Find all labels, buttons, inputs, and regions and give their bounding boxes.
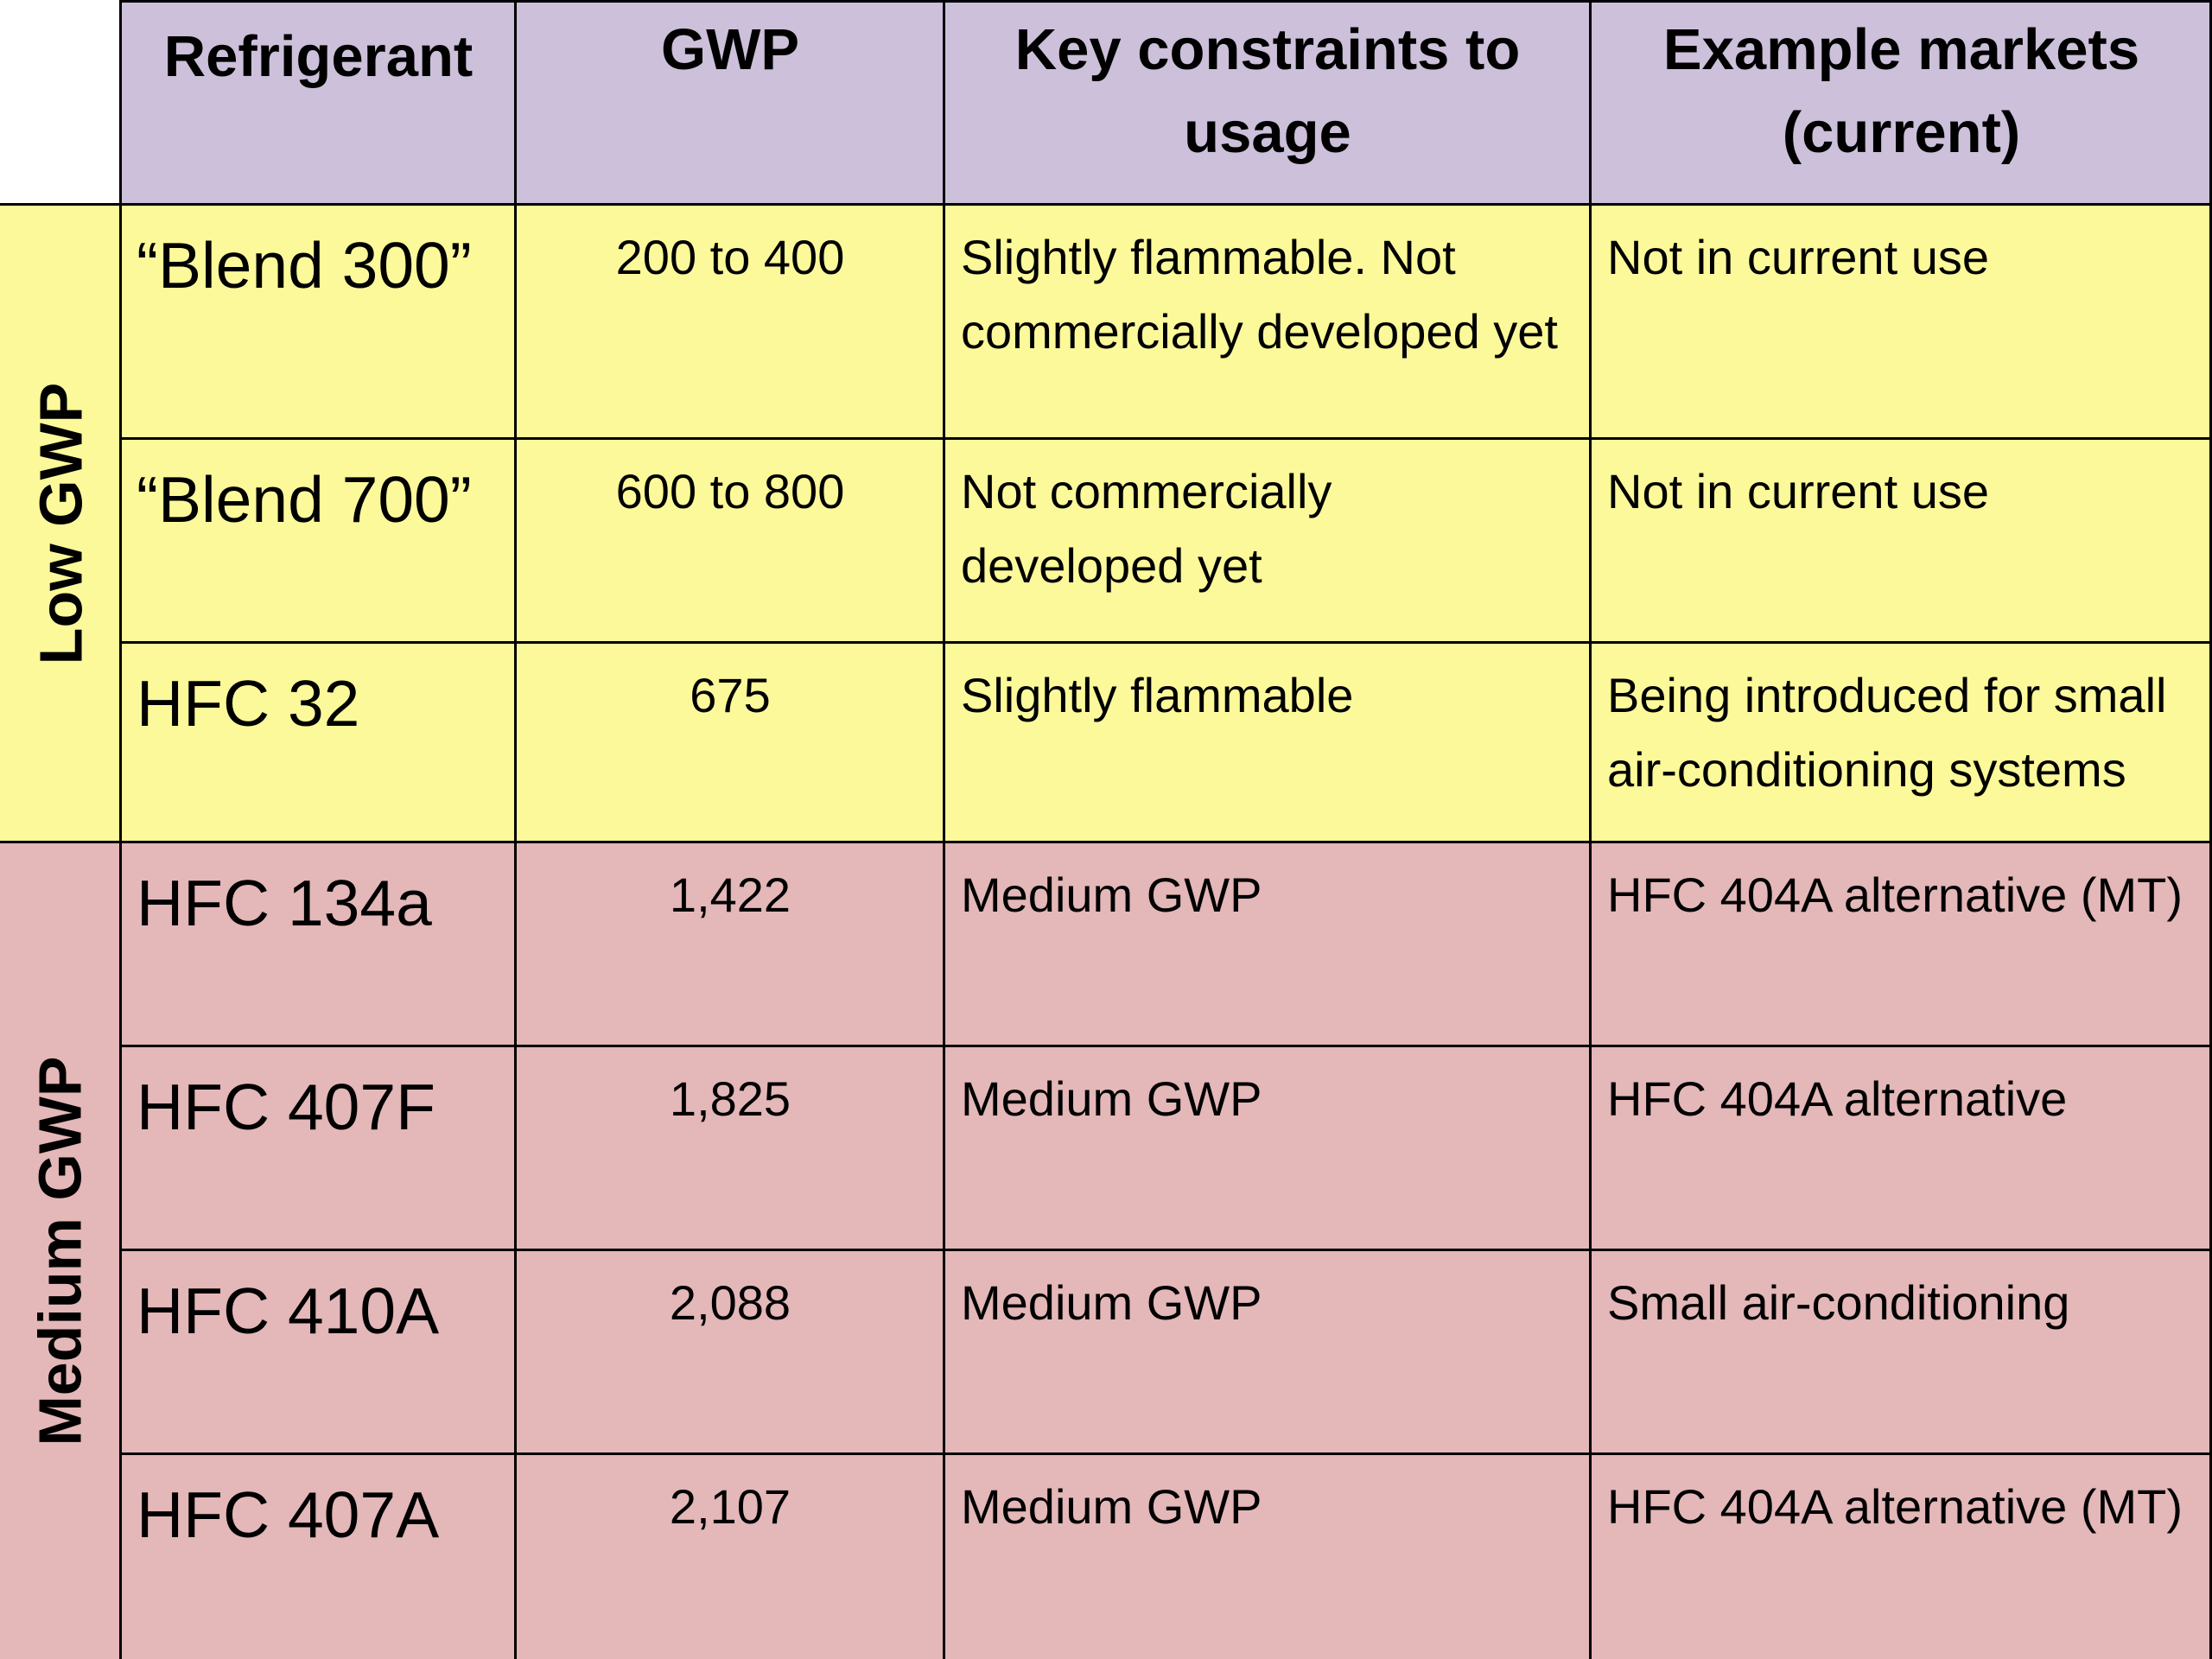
header-key-constraints-line2: usage [1184,100,1351,165]
row-4-constraints-line1: Medium GWP [961,868,1262,922]
row-4-refrigerant: HFC 134a [121,842,516,1046]
row-3-markets-line2: air-conditioning systems [1607,742,2126,797]
row-4-markets: HFC 404A alternative (MT) [1591,842,2212,1046]
row-4-gwp: 1,422 [516,842,944,1046]
row-4-constraints: Medium GWP [944,842,1591,1046]
row-6-gwp: 2,088 [516,1250,944,1454]
header-example-markets-line2: (current) [1782,100,2021,165]
row-2-constraints-line1: Not commercially [961,464,1332,518]
row-1-constraints-line2: commercially developed yet [961,304,1558,359]
group-low-gwp-label: Low GWP [27,382,94,665]
row-2-gwp: 600 to 800 [516,439,944,643]
row-3-refrigerant: HFC 32 [121,643,516,842]
row-7-constraints-line1: Medium GWP [961,1479,1262,1534]
row-1-constraints: Slightly flammable. Not commercially dev… [944,205,1591,439]
row-7-markets-line1: HFC 404A alternative (MT) [1607,1479,2183,1534]
row-7-refrigerant: HFC 407A [121,1454,516,1659]
header-key-constraints-line1: Key constraints to [1014,17,1521,82]
grid-line-horizontal [0,841,2212,843]
header-example-markets: Example markets (current) [1591,0,2212,205]
header-refrigerant-label: Refrigerant [163,24,474,89]
row-5-markets-line1: HFC 404A alternative [1607,1071,2068,1126]
row-3-constraints: Slightly flammable [944,643,1591,842]
row-4-markets-line1: HFC 404A alternative (MT) [1607,868,2183,922]
group-low-gwp: Low GWP [0,205,121,842]
group-medium-gwp-label: Medium GWP [27,1055,95,1446]
header-gwp: GWP [516,0,944,205]
row-7-markets: HFC 404A alternative (MT) [1591,1454,2212,1659]
grid-line-horizontal [119,1452,2212,1455]
row-6-constraints-line1: Medium GWP [961,1275,1262,1330]
row-6-constraints: Medium GWP [944,1250,1591,1454]
row-3-markets-line1: Being introduced for small [1607,668,2167,722]
group-medium-gwp: Medium GWP [0,842,121,1659]
grid-line-horizontal [119,1249,2212,1251]
grid-line-horizontal [119,0,2212,3]
row-2-constraints: Not commercially developed yet [944,439,1591,643]
row-2-constraints-line2: developed yet [961,538,1262,593]
row-6-markets-line1: Small air-conditioning [1607,1275,2070,1330]
grid-line-vertical [1589,0,1592,1659]
grid-line-vertical [2209,0,2212,1659]
row-6-markets: Small air-conditioning [1591,1250,2212,1454]
row-7-gwp: 2,107 [516,1454,944,1659]
row-5-refrigerant: HFC 407F [121,1046,516,1250]
grid-line-horizontal [119,1045,2212,1047]
row-1-refrigerant: “Blend 300” [121,205,516,439]
row-7-constraints: Medium GWP [944,1454,1591,1659]
header-key-constraints: Key constraints to usage [944,0,1591,205]
row-1-constraints-line1: Slightly flammable. Not [961,230,1456,284]
row-2-markets-line1: Not in current use [1607,464,1989,518]
grid-line-vertical [943,0,945,1659]
row-5-gwp: 1,825 [516,1046,944,1250]
row-1-gwp: 200 to 400 [516,205,944,439]
grid-line-vertical [514,0,517,1659]
row-5-constraints-line1: Medium GWP [961,1071,1262,1126]
row-6-refrigerant: HFC 410A [121,1250,516,1454]
row-3-constraints-line1: Slightly flammable [961,668,1354,722]
row-5-constraints: Medium GWP [944,1046,1591,1250]
row-5-markets: HFC 404A alternative [1591,1046,2212,1250]
header-gwp-label: GWP [660,17,800,82]
grid-line-horizontal [0,203,2212,206]
grid-line-horizontal [119,437,2212,440]
row-3-markets: Being introduced for small air-condition… [1591,643,2212,842]
grid-line-vertical [119,0,122,1659]
row-3-gwp: 675 [516,643,944,842]
row-1-markets-line1: Not in current use [1607,230,1989,284]
header-example-markets-line1: Example markets [1662,17,2140,82]
row-1-markets: Not in current use [1591,205,2212,439]
grid-line-horizontal [119,641,2212,644]
header-refrigerant: Refrigerant [121,0,516,205]
row-2-markets: Not in current use [1591,439,2212,643]
row-2-refrigerant: “Blend 700” [121,439,516,643]
